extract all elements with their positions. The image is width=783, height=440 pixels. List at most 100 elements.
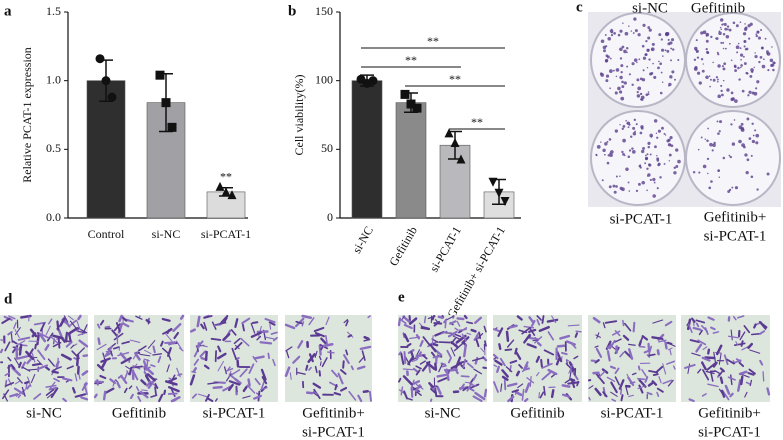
cell xyxy=(536,372,540,377)
cell xyxy=(234,378,242,385)
cell xyxy=(216,352,227,360)
cell xyxy=(684,363,696,369)
cell xyxy=(343,319,349,324)
annotation: ** xyxy=(220,170,232,184)
colony xyxy=(672,48,675,51)
cell xyxy=(575,330,582,333)
cell xyxy=(190,328,196,333)
colony xyxy=(769,58,774,63)
colony xyxy=(743,45,746,48)
cell xyxy=(528,328,537,333)
colony xyxy=(697,148,700,151)
cell xyxy=(712,361,718,368)
colony xyxy=(657,66,660,70)
cell xyxy=(139,353,151,357)
colony xyxy=(621,150,624,154)
cell xyxy=(265,336,275,340)
cell xyxy=(440,362,447,366)
cell xyxy=(17,336,31,341)
cell xyxy=(598,370,606,378)
panel-label: c xyxy=(576,0,583,15)
cell xyxy=(222,332,231,342)
cell xyxy=(29,328,38,338)
colony xyxy=(695,39,698,42)
colony xyxy=(670,144,674,148)
cell xyxy=(320,337,327,345)
colony xyxy=(660,38,663,41)
cell xyxy=(652,373,659,377)
cell xyxy=(501,375,509,381)
colony xyxy=(705,47,708,51)
cell xyxy=(462,358,467,369)
colony xyxy=(754,54,758,59)
cell xyxy=(610,391,618,397)
cell xyxy=(21,366,31,372)
cell xyxy=(144,349,152,355)
cell xyxy=(720,389,726,398)
cell xyxy=(566,359,569,366)
caption: si-PCAT-1 xyxy=(698,424,761,440)
cell xyxy=(541,371,552,381)
cell xyxy=(18,361,22,369)
cell xyxy=(539,391,545,399)
plate xyxy=(685,110,781,206)
cell xyxy=(747,372,755,376)
cell xyxy=(473,334,479,341)
colony xyxy=(720,41,723,44)
cell xyxy=(416,349,421,356)
cell xyxy=(719,367,726,373)
cell xyxy=(496,365,500,373)
cell xyxy=(503,379,507,391)
colony xyxy=(693,58,697,62)
colony xyxy=(739,47,742,50)
cell xyxy=(242,395,251,399)
cell xyxy=(606,350,611,362)
cell xyxy=(459,383,465,391)
cell xyxy=(14,357,20,367)
cell xyxy=(203,364,210,370)
cell xyxy=(75,354,80,367)
colony xyxy=(648,58,651,61)
cell xyxy=(52,334,64,340)
cell xyxy=(543,349,555,356)
cell xyxy=(296,371,306,375)
cell xyxy=(331,369,339,378)
data-point xyxy=(161,98,171,108)
colony xyxy=(660,71,663,74)
cell xyxy=(454,327,459,331)
cell xyxy=(400,352,405,365)
colony xyxy=(742,55,745,58)
cell xyxy=(651,380,658,386)
cell xyxy=(212,324,222,327)
cell xyxy=(441,330,448,335)
colony xyxy=(740,64,743,67)
cell xyxy=(672,365,676,370)
panel-label: b xyxy=(288,3,296,19)
cell xyxy=(367,315,371,319)
cell xyxy=(152,377,158,380)
colony xyxy=(712,61,714,64)
colony xyxy=(647,26,651,29)
cell xyxy=(555,357,561,366)
cell xyxy=(78,374,81,380)
colony xyxy=(735,45,740,50)
cell xyxy=(289,372,292,380)
colony xyxy=(644,157,648,161)
colony xyxy=(671,38,675,42)
colony xyxy=(622,124,626,128)
caption: Gefitinib xyxy=(691,0,745,16)
cell xyxy=(160,340,164,347)
cell xyxy=(7,356,12,362)
colony xyxy=(749,74,753,78)
colony xyxy=(642,147,645,150)
cell xyxy=(250,322,256,334)
cell xyxy=(363,335,370,340)
colony xyxy=(626,46,629,50)
cell xyxy=(204,350,208,362)
colony xyxy=(673,166,676,170)
data-point xyxy=(412,103,422,113)
colony xyxy=(717,64,721,68)
colony xyxy=(718,30,721,33)
cell xyxy=(588,385,594,389)
colony xyxy=(726,88,730,92)
